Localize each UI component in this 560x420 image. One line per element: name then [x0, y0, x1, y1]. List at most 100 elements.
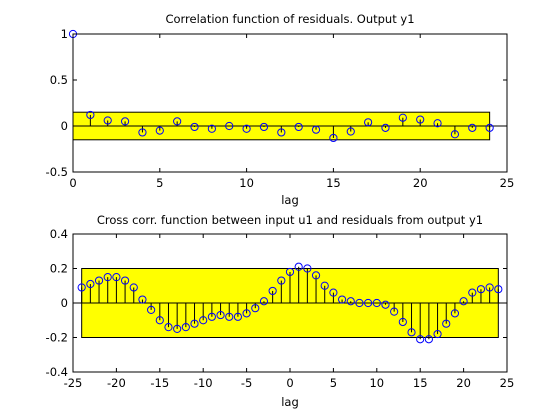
- stem-marker: [485, 123, 494, 132]
- stem-marker: [459, 297, 468, 306]
- stem-marker: [225, 312, 234, 321]
- crosscorrelation-xlabel: lag: [281, 395, 299, 409]
- y-tick-label: 0: [61, 119, 68, 133]
- stem-marker: [329, 288, 338, 297]
- stem-marker: [94, 276, 104, 285]
- stem-marker: [268, 286, 277, 296]
- stem-marker: [173, 117, 182, 126]
- stem-marker: [77, 283, 86, 292]
- x-tick-label: 20: [456, 376, 471, 390]
- stem-marker: [120, 276, 130, 285]
- stem-marker: [294, 262, 303, 271]
- crosscorrelation-plot: Cross corr. function between input u1 an…: [46, 213, 515, 409]
- stem-marker: [242, 309, 251, 318]
- stem-marker: [364, 298, 373, 308]
- stem-marker: [285, 267, 295, 277]
- stem-marker: [216, 310, 225, 320]
- stem-marker: [155, 126, 164, 135]
- stem-marker: [381, 300, 390, 309]
- stem-marker: [86, 110, 95, 120]
- y-tick-label: 0: [61, 296, 68, 310]
- stem-marker: [138, 128, 147, 137]
- x-tick-label: 5: [156, 176, 163, 190]
- stem-marker: [311, 125, 321, 134]
- stem-marker: [294, 122, 303, 132]
- stem-marker: [476, 285, 486, 294]
- x-tick-label: -15: [150, 376, 169, 390]
- stem-marker: [190, 122, 199, 132]
- stem-marker: [103, 273, 112, 282]
- stem-marker: [390, 307, 399, 316]
- stem-marker: [129, 283, 138, 292]
- autocorrelation-title: Correlation function of residuals. Outpu…: [165, 12, 414, 26]
- stem-marker: [355, 298, 364, 308]
- stem-marker: [311, 271, 321, 280]
- stem-marker: [346, 297, 355, 306]
- stem-marker: [381, 123, 390, 132]
- x-tick-label: 10: [239, 176, 254, 190]
- x-tick-label: 25: [500, 376, 515, 390]
- stem-marker: [233, 312, 243, 321]
- stem-marker: [416, 335, 425, 344]
- stem-marker: [103, 116, 112, 125]
- stem-marker: [346, 127, 355, 136]
- stem-marker: [147, 305, 156, 314]
- stem-marker: [207, 124, 216, 133]
- stem-marker: [320, 281, 329, 290]
- stem-marker: [364, 118, 373, 127]
- stem-marker: [372, 298, 381, 308]
- axes-box: [72, 33, 508, 173]
- y-tick-label: -0.2: [46, 331, 68, 345]
- stem-marker: [424, 335, 433, 344]
- x-tick-label: -20: [107, 376, 126, 390]
- x-tick-label: 15: [413, 376, 428, 390]
- x-tick-label: 25: [500, 176, 515, 190]
- stem-marker: [259, 122, 269, 132]
- stem-marker: [442, 319, 451, 328]
- x-tick-label: 0: [69, 176, 76, 190]
- y-tick-label: 0.2: [50, 262, 68, 276]
- autocorrelation-plot: Correlation function of residuals. Outpu…: [46, 12, 515, 207]
- stem-marker: [407, 328, 416, 337]
- x-tick-label: -25: [64, 376, 83, 390]
- x-tick-label: -10: [194, 376, 213, 390]
- x-tick-label: 15: [326, 176, 341, 190]
- stem-marker: [494, 285, 503, 294]
- stem-marker: [329, 133, 338, 143]
- crosscorrelation-title: Cross corr. function between input u1 an…: [97, 213, 483, 227]
- autocorrelation-xlabel: lag: [281, 193, 299, 207]
- stem-marker: [433, 329, 442, 339]
- stem-marker: [416, 115, 425, 124]
- stem-marker: [398, 317, 407, 327]
- stem-marker: [242, 124, 251, 133]
- x-tick-label: -5: [241, 376, 252, 390]
- y-tick-label: -0.5: [46, 165, 68, 179]
- stem-marker: [138, 295, 147, 304]
- x-tick-label: 20: [413, 176, 428, 190]
- stem-marker: [468, 123, 477, 132]
- stem-marker: [277, 128, 286, 137]
- stem-marker: [303, 264, 312, 273]
- y-tick-label: 0.4: [50, 227, 68, 241]
- x-tick-label: 10: [369, 376, 384, 390]
- stem-marker: [173, 324, 182, 333]
- stem-marker: [225, 121, 234, 131]
- stem-marker: [450, 309, 460, 318]
- stem-marker: [337, 295, 347, 304]
- stem-marker: [468, 288, 477, 297]
- stem-marker: [199, 316, 208, 325]
- stem-marker: [190, 319, 199, 328]
- stem-marker: [450, 130, 460, 139]
- stem-marker: [112, 273, 121, 282]
- y-tick-label: 0.5: [50, 73, 68, 87]
- y-tick-label: 1: [61, 27, 68, 41]
- stem-marker: [181, 323, 190, 332]
- stem-marker: [207, 312, 216, 321]
- stem-marker: [485, 283, 494, 292]
- stem-marker: [433, 119, 442, 128]
- stem-marker: [86, 279, 95, 289]
- x-tick-label: 5: [330, 376, 337, 390]
- x-tick-label: 0: [286, 376, 293, 390]
- stem-marker: [277, 276, 286, 285]
